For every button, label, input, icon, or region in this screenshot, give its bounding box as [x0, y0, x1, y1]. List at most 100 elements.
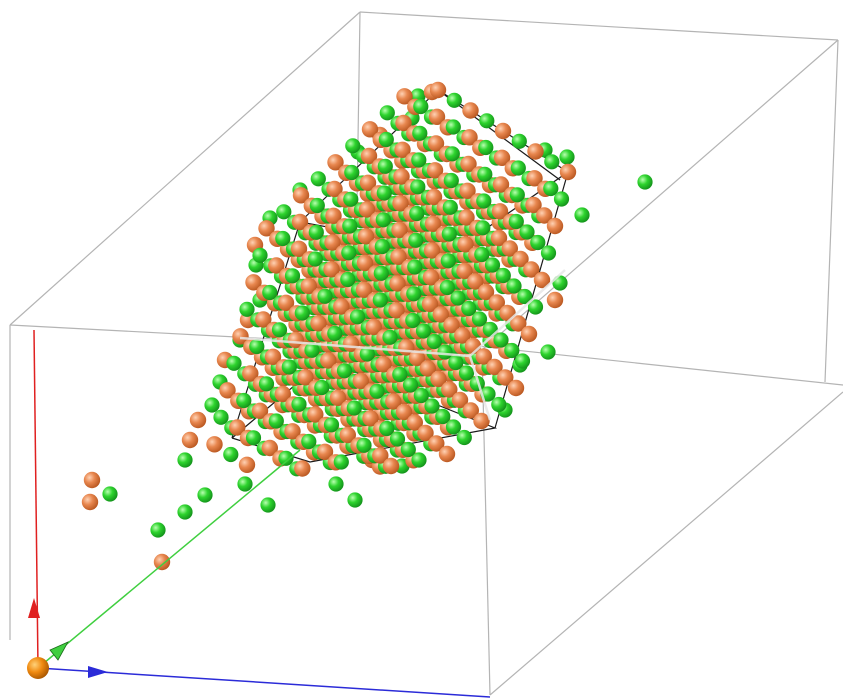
orange-atom-icon[interactable] [421, 295, 439, 313]
orange-atom-icon[interactable] [475, 348, 492, 365]
green-atom-icon[interactable] [275, 230, 291, 247]
orange-atom-icon[interactable] [284, 423, 301, 440]
green-atom-icon[interactable] [504, 342, 520, 359]
green-atom-icon[interactable] [177, 504, 193, 520]
orange-atom-icon[interactable] [394, 141, 411, 158]
green-atom-icon[interactable] [415, 323, 432, 339]
green-atom-icon[interactable] [506, 278, 522, 294]
orange-atom-icon[interactable] [358, 201, 376, 218]
green-atom-icon[interactable] [517, 288, 533, 305]
green-atom-icon[interactable] [409, 205, 425, 222]
orange-atom-icon[interactable] [559, 163, 577, 181]
orange-atom-icon[interactable] [490, 229, 508, 247]
green-atom-icon[interactable] [226, 355, 242, 371]
green-atom-icon[interactable] [543, 180, 559, 197]
orange-atom-icon[interactable] [492, 176, 510, 193]
green-atom-icon[interactable] [262, 284, 278, 301]
green-atom-icon[interactable] [310, 171, 326, 187]
green-atom-icon[interactable] [343, 191, 359, 207]
orange-atom-icon[interactable] [429, 81, 447, 99]
orange-atom-icon[interactable] [441, 381, 458, 398]
green-atom-icon[interactable] [237, 476, 253, 492]
orange-atom-icon[interactable] [300, 277, 317, 295]
green-atom-icon[interactable] [479, 113, 495, 129]
green-atom-icon[interactable] [444, 146, 460, 162]
orange-atom-icon[interactable] [326, 180, 343, 198]
green-atom-icon[interactable] [284, 268, 301, 284]
green-atom-icon[interactable] [304, 342, 320, 358]
orange-atom-icon[interactable] [290, 240, 308, 257]
green-atom-icon[interactable] [308, 224, 324, 240]
green-atom-icon[interactable] [204, 397, 220, 413]
green-atom-icon[interactable] [514, 353, 531, 369]
green-atom-icon[interactable] [317, 288, 333, 304]
green-atom-icon[interactable] [291, 396, 307, 412]
green-atom-icon[interactable] [426, 333, 442, 350]
green-atom-icon[interactable] [530, 234, 546, 251]
orange-atom-icon[interactable] [462, 102, 479, 119]
orange-atom-icon[interactable] [462, 402, 479, 419]
orange-atom-icon[interactable] [491, 203, 509, 220]
orange-atom-icon[interactable] [438, 445, 456, 463]
orange-atom-icon[interactable] [333, 298, 350, 315]
green-atom-icon[interactable] [495, 267, 511, 284]
green-atom-icon[interactable] [276, 204, 292, 220]
orange-atom-icon[interactable] [419, 360, 436, 377]
orange-atom-icon[interactable] [375, 356, 392, 373]
green-atom-icon[interactable] [510, 160, 526, 176]
orange-atom-icon[interactable] [396, 88, 413, 105]
green-atom-icon[interactable] [258, 376, 275, 392]
green-atom-icon[interactable] [294, 305, 310, 321]
green-atom-icon[interactable] [519, 224, 535, 240]
orange-atom-icon[interactable] [423, 242, 441, 259]
orange-atom-icon[interactable] [388, 302, 405, 319]
green-atom-icon[interactable] [411, 152, 427, 168]
green-atom-icon[interactable] [223, 446, 239, 463]
orange-atom-icon[interactable] [242, 365, 259, 382]
orange-atom-icon[interactable] [238, 456, 256, 473]
orange-atom-icon[interactable] [362, 410, 379, 427]
green-atom-icon[interactable] [177, 452, 193, 468]
orange-atom-icon[interactable] [427, 135, 445, 152]
green-atom-icon[interactable] [372, 292, 388, 308]
orange-atom-icon[interactable] [395, 114, 412, 132]
orange-atom-icon[interactable] [443, 316, 460, 334]
orange-atom-icon[interactable] [219, 382, 236, 399]
green-atom-icon[interactable] [445, 119, 461, 135]
green-atom-icon[interactable] [407, 259, 423, 275]
orange-atom-icon[interactable] [527, 143, 544, 160]
green-atom-icon[interactable] [341, 245, 357, 261]
green-atom-icon[interactable] [392, 366, 408, 383]
orange-atom-icon[interactable] [467, 273, 484, 290]
orange-atom-icon[interactable] [264, 348, 282, 365]
orange-atom-icon[interactable] [461, 129, 478, 146]
green-atom-icon[interactable] [478, 139, 494, 156]
orange-atom-icon[interactable] [255, 311, 272, 328]
orange-atom-icon[interactable] [459, 182, 476, 199]
orange-atom-icon[interactable] [424, 215, 442, 232]
green-atom-icon[interactable] [249, 338, 265, 355]
orange-atom-icon[interactable] [372, 447, 389, 464]
green-atom-icon[interactable] [437, 344, 453, 360]
orange-atom-icon[interactable] [507, 379, 525, 397]
green-atom-icon[interactable] [278, 450, 294, 466]
orange-atom-icon[interactable] [488, 294, 505, 311]
orange-atom-icon[interactable] [339, 426, 356, 444]
orange-atom-icon[interactable] [432, 306, 449, 323]
orange-atom-icon[interactable] [153, 553, 171, 571]
green-atom-icon[interactable] [509, 187, 525, 203]
orange-atom-icon[interactable] [512, 250, 529, 268]
green-atom-icon[interactable] [378, 131, 394, 148]
green-atom-icon[interactable] [328, 476, 344, 492]
orange-atom-icon[interactable] [426, 162, 444, 179]
orange-atom-icon[interactable] [277, 294, 295, 311]
green-atom-icon[interactable] [340, 271, 356, 288]
green-atom-icon[interactable] [260, 497, 276, 513]
orange-atom-icon[interactable] [320, 352, 337, 369]
orange-atom-icon[interactable] [287, 331, 304, 349]
orange-atom-icon[interactable] [310, 315, 327, 332]
green-atom-icon[interactable] [559, 149, 575, 165]
orange-atom-icon[interactable] [389, 275, 406, 292]
